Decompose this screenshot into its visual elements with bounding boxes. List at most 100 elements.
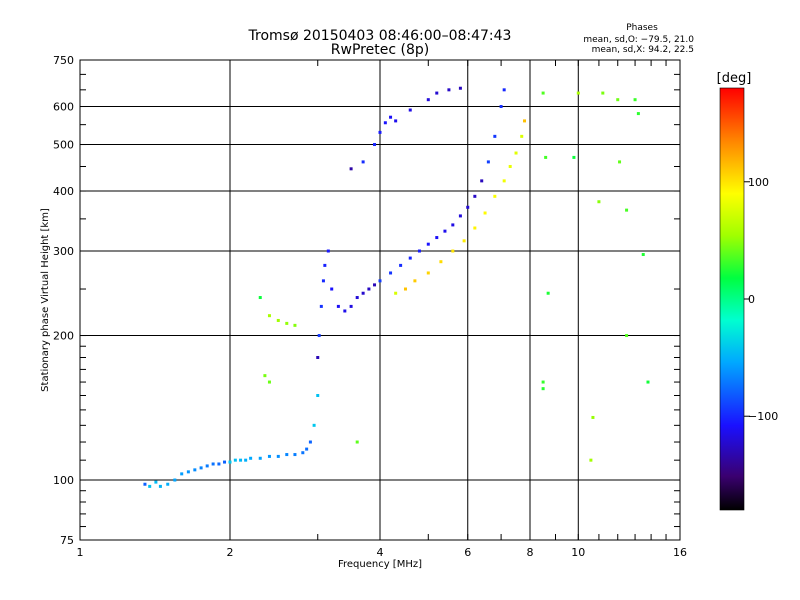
data-point [217,462,221,466]
series-f1-o-mode-trace [316,88,506,359]
data-point [293,323,297,327]
x-tick-label: 6 [464,546,471,559]
colorbar-tick-label: 0 [748,293,755,306]
data-point [483,211,487,215]
data-point [486,160,490,164]
data-point [249,456,253,460]
data-point [193,468,197,472]
series-sporadic-echoes [258,91,650,462]
data-point [439,260,443,264]
x-tick-label: 1 [77,546,84,559]
data-point [544,155,548,159]
series-e-layer-trace [143,394,320,488]
series-f2-x-mode-trace [394,119,527,295]
stats-x-mode: mean, sd,X: 94.2, 22.5 [592,45,694,55]
data-point [267,380,271,384]
colorbar [719,87,745,511]
data-point [473,226,477,230]
x-tick-label: 16 [673,546,687,559]
y-tick-label: 400 [53,185,74,198]
data-point [447,88,451,92]
data-point [383,121,387,125]
data-point [276,454,280,458]
data-point [403,287,407,291]
data-point [258,456,262,460]
data-point [258,296,262,300]
data-point [399,263,403,267]
data-point [186,470,190,474]
data-point [426,98,430,102]
grid-lines [79,59,681,541]
data-point [541,91,545,95]
data-point [244,458,248,462]
data-point [323,263,327,267]
x-tick-label: 10 [571,546,585,559]
data-point [576,91,580,95]
data-point [625,334,629,338]
data-point [435,91,439,95]
data-point [301,451,305,455]
data-point [293,453,297,457]
data-point [394,119,398,123]
data-point [373,283,377,287]
data-point [408,108,412,112]
data-point [520,134,524,138]
data-point [458,214,462,218]
data-point [591,415,595,419]
data-point [336,304,340,308]
data-point [312,423,316,427]
data-point [426,271,430,275]
data-point [451,249,455,253]
data-point [426,242,430,246]
data-point [285,321,289,325]
data-point [166,482,170,486]
data-point [148,484,152,488]
y-tick-label: 75 [60,534,74,547]
x-axis-ticks: 1 2 4 6 8 10 16 [77,60,687,559]
y-axis-label: Stationary phase Virtual Height [km] [40,208,51,392]
data-point [601,91,605,95]
data-point [355,440,359,444]
data-point [173,478,177,482]
data-point [349,304,353,308]
y-axis-ticks: 75 100 200 300 400 500 600 750 [53,54,680,547]
data-point [180,472,184,476]
stats-heading: Phases [626,23,658,33]
data-point [646,380,650,384]
data-point [305,447,309,451]
x-tick-label: 8 [527,546,534,559]
data-point [462,239,466,243]
colorbar-tick-label: 100 [748,176,769,189]
data-point [546,291,550,295]
y-tick-label: 200 [53,330,74,343]
data-point [514,151,518,155]
data-point [367,287,371,291]
data-point [317,334,321,338]
data-point [466,205,470,209]
y-tick-label: 500 [53,139,74,152]
data-point [361,160,365,164]
data-point [493,194,497,198]
data-point [316,355,320,359]
data-point [625,208,629,212]
data-point [502,88,506,92]
data-point [267,454,271,458]
colorbar-ticks: −100 0 100 [744,176,778,423]
data-point [633,98,637,102]
data-point [443,229,447,233]
y-tick-label: 300 [53,245,74,258]
data-point [330,287,334,291]
data-point [480,179,484,183]
data-point [343,309,347,313]
data-point [394,291,398,295]
x-tick-label: 2 [227,546,234,559]
data-point [285,453,289,457]
data-point [541,380,545,384]
data-point [143,482,147,486]
data-point [211,462,215,466]
data-point [355,296,359,300]
data-point [618,160,622,164]
data-point [199,466,203,470]
y-tick-label: 750 [53,54,74,67]
